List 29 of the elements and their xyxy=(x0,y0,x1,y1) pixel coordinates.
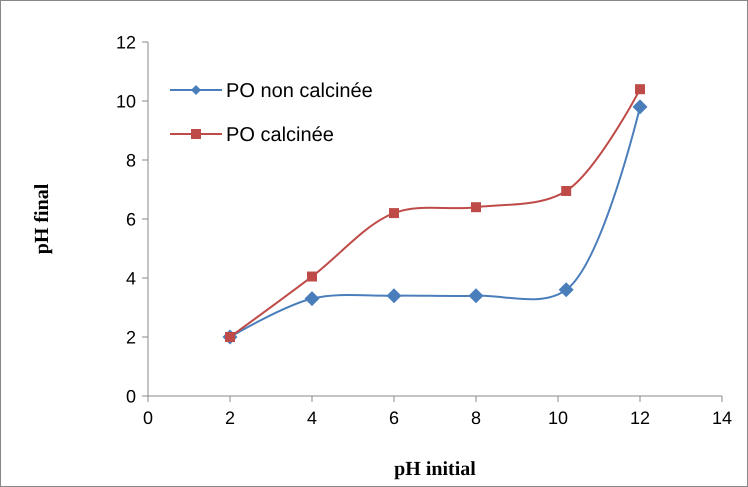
x-axis-title: pH initial xyxy=(394,458,476,480)
y-tick-label: 4 xyxy=(126,268,136,288)
x-tick-label: 10 xyxy=(548,408,568,428)
point xyxy=(632,99,648,114)
y-tick-label: 6 xyxy=(126,209,136,230)
x-tick-label: 14 xyxy=(712,408,732,428)
point xyxy=(304,291,320,306)
point xyxy=(471,202,481,212)
y-tick-label: 0 xyxy=(126,386,136,406)
y-tick-label: 10 xyxy=(116,91,136,112)
point xyxy=(307,272,317,282)
point xyxy=(558,282,574,298)
x-tick-label: 6 xyxy=(388,408,400,428)
point xyxy=(386,288,402,304)
point xyxy=(389,208,399,218)
x-tick-label: 0 xyxy=(142,408,154,428)
legend-label: PO non calcinée xyxy=(226,80,373,102)
x-tick-label: 4 xyxy=(306,408,318,428)
y-axis-title: pH final xyxy=(31,183,53,254)
y-tick-label: 12 xyxy=(116,32,136,52)
point xyxy=(561,186,572,196)
point xyxy=(468,288,484,304)
x-tick-label: 8 xyxy=(470,408,482,428)
point xyxy=(635,84,645,94)
legend-label: PO calcinée xyxy=(226,124,334,146)
y-tick-label: 2 xyxy=(126,327,136,348)
x-tick-label: 12 xyxy=(630,408,650,428)
y-tick-label: 8 xyxy=(126,150,136,170)
x-tick-label: 2 xyxy=(224,408,236,428)
